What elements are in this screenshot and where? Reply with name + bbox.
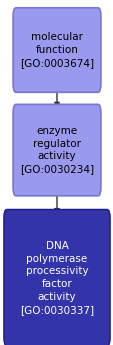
- Text: enzyme
regulator
activity
[GO:0030234]: enzyme regulator activity [GO:0030234]: [20, 126, 93, 174]
- Text: molecular
function
[GO:0003674]: molecular function [GO:0003674]: [20, 32, 93, 68]
- FancyBboxPatch shape: [4, 209, 109, 345]
- FancyBboxPatch shape: [13, 104, 100, 196]
- Text: DNA
polymerase
processivity
factor
activity
[GO:0030337]: DNA polymerase processivity factor activ…: [20, 241, 93, 315]
- FancyBboxPatch shape: [13, 8, 100, 92]
